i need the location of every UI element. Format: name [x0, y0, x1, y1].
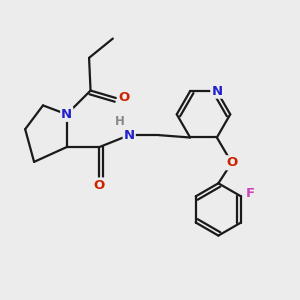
- Text: N: N: [124, 129, 135, 142]
- Text: O: O: [94, 178, 105, 192]
- Text: H: H: [115, 115, 125, 128]
- Text: F: F: [245, 187, 254, 200]
- Text: N: N: [211, 85, 222, 98]
- Text: O: O: [226, 156, 237, 169]
- Text: N: N: [61, 108, 72, 121]
- Text: O: O: [118, 92, 130, 104]
